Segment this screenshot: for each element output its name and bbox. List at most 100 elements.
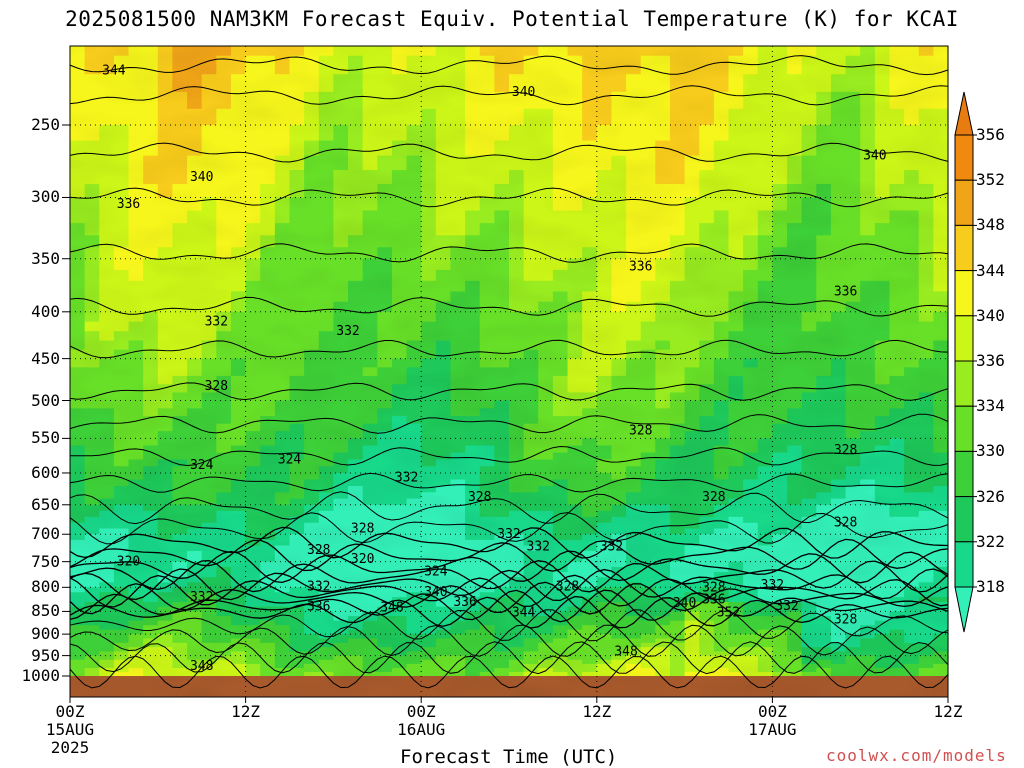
contour-label: 340 [512, 85, 535, 100]
contour-line [69, 296, 949, 317]
contour-line [69, 641, 949, 675]
contour-labels: 344 340 340 340 336 336 336 332 332 328 328 328 324 3… [102, 64, 886, 674]
contour-line [69, 243, 949, 263]
x-ticks [69, 697, 949, 703]
y-tick-label: 250 [31, 115, 60, 134]
contour-label: 340 [673, 596, 696, 611]
contour-label: 332 [527, 540, 550, 555]
x-tick-label: 00Z 15AUG 2025 [45, 702, 95, 757]
colorbar [954, 91, 977, 633]
y-tick-label: 500 [31, 390, 60, 410]
y-tick-label: 450 [31, 348, 60, 368]
contour-line [69, 85, 949, 106]
y-tick-label: 800 [31, 577, 60, 597]
contour-line [69, 382, 949, 401]
contour-label: 336 [307, 600, 330, 615]
contour-label: 328 [834, 612, 857, 627]
y-tick-label: 400 [31, 301, 60, 321]
contour-label: 324 [278, 452, 302, 467]
colorbar-label: 322 [976, 531, 1005, 551]
colorbar-label: 330 [976, 441, 1005, 461]
contour-label: 340 [863, 149, 886, 164]
colorbar-under-arrow [954, 586, 974, 633]
contour-label: 336 [834, 284, 857, 299]
y-ticks [62, 124, 70, 677]
contour-label: 344 [102, 64, 126, 79]
grid-lines [70, 46, 948, 697]
contour-line [69, 472, 949, 493]
chart-title: 2025081500 NAM3KM Forecast Equiv. Potent… [65, 7, 959, 31]
contour-label: 328 [468, 490, 491, 505]
y-tick-label: 700 [31, 524, 60, 544]
credit-link[interactable]: coolwx.com/models [826, 746, 1007, 765]
y-tick-label: 650 [31, 494, 60, 514]
contour-label: 344 [512, 605, 536, 620]
colorbar-label: 318 [976, 577, 1005, 596]
colorbar-label: 336 [976, 351, 1005, 370]
plot-frame [69, 45, 949, 698]
contour-label: 332 [190, 590, 213, 605]
colorbar-label: 326 [976, 486, 1005, 506]
x-tick-label: 00Z 17AUG [748, 702, 797, 739]
colorbar-label: 334 [976, 396, 1005, 416]
y-tick-label: 1000 [21, 666, 60, 685]
contour-line [69, 526, 949, 559]
contour-line [69, 142, 949, 163]
y-tick-label: 900 [31, 624, 60, 644]
contour-lines [69, 55, 949, 689]
x-tick-label: 12Z [933, 702, 963, 721]
contour-line [69, 655, 949, 689]
contour-line [69, 55, 949, 76]
colorbar-swatch [954, 450, 974, 498]
contour-label: 328 [556, 579, 579, 594]
contour-line [69, 445, 949, 467]
colorbar-label: 348 [976, 215, 1005, 235]
contour-label: 328 [834, 443, 857, 458]
contour-label: 328 [351, 522, 374, 537]
x-tick-label: 12Z [231, 702, 261, 721]
colorbar-label: 352 [976, 170, 1005, 190]
contour-line [69, 581, 949, 615]
contour-label: 340 [424, 585, 447, 600]
contour-label: 328 [702, 580, 725, 595]
contour-line [69, 339, 949, 359]
contour-label: 328 [834, 516, 857, 531]
contour-line [69, 574, 949, 608]
x-axis-title: Forecast Time (UTC) [400, 746, 618, 768]
x-tick-label: 12Z [582, 702, 612, 721]
colorbar-swatch [954, 315, 974, 362]
contour-line [69, 568, 949, 602]
contour-label: 336 [702, 593, 725, 608]
contour-line [69, 560, 949, 593]
contour-label: 328 [205, 379, 228, 394]
y-tick-label: 350 [31, 248, 60, 268]
contour-label: 320 [117, 555, 140, 570]
contour-line [69, 609, 949, 642]
contour-label: 332 [600, 540, 623, 555]
colorbar-label: 340 [976, 305, 1005, 325]
y-tick-label: 750 [31, 551, 60, 571]
contour-label: 332 [395, 471, 418, 486]
y-tick-label: 550 [31, 428, 60, 448]
y-tick-label: 600 [31, 462, 60, 482]
contour-label: 332 [497, 527, 520, 542]
contour-line [69, 624, 949, 657]
contour-label: 340 [190, 170, 213, 185]
contour-label: 332 [761, 578, 784, 593]
colorbar-label: 356 [976, 125, 1005, 144]
contour-label: 320 [351, 552, 374, 567]
contour-line [69, 550, 949, 584]
contour-label: 324 [424, 565, 448, 580]
y-tick-label: 950 [31, 645, 60, 665]
contour-label: 336 [629, 260, 652, 275]
contour-label: 332 [775, 599, 798, 614]
contour-label: 328 [702, 490, 725, 505]
contour-label: 324 [190, 458, 214, 473]
contour-label: 332 [336, 324, 359, 339]
y-tick-label: 300 [31, 187, 60, 207]
colorbar-label: 344 [976, 260, 1005, 280]
colorbar-swatch [954, 496, 974, 543]
contour-label: 328 [629, 423, 652, 438]
contour-label: 332 [307, 579, 330, 594]
